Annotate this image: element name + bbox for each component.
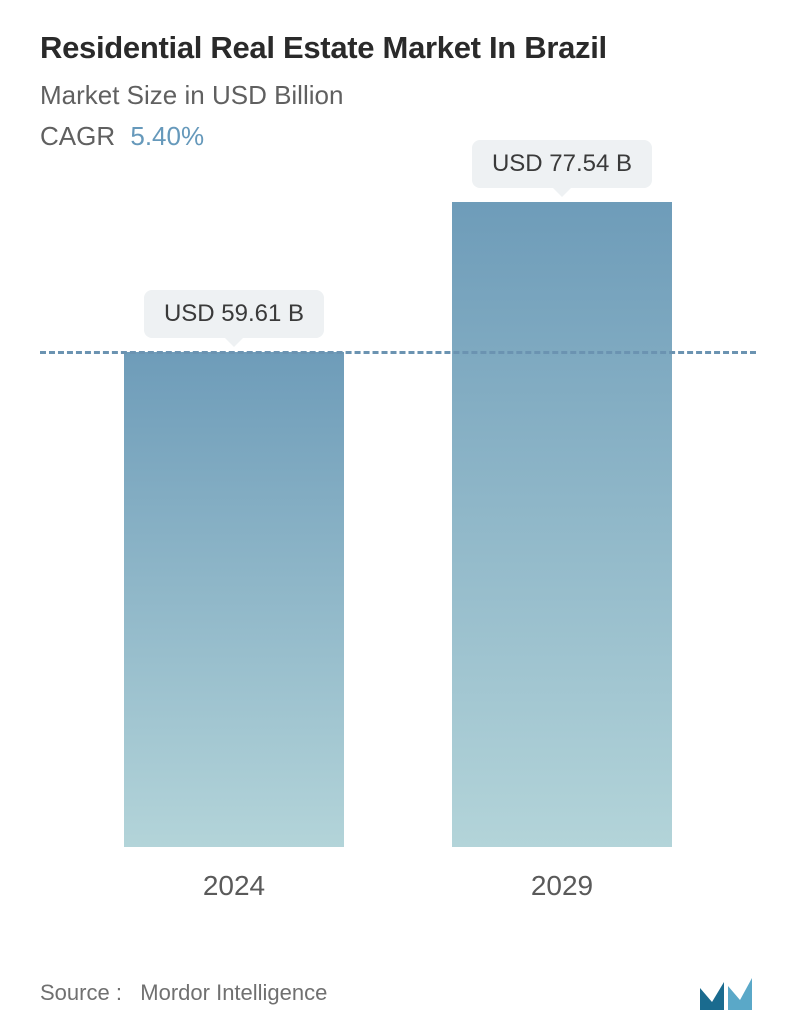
- source-text: Source : Mordor Intelligence: [40, 980, 327, 1006]
- source-name: Mordor Intelligence: [140, 980, 327, 1005]
- reference-line: [40, 351, 756, 354]
- source-label: Source :: [40, 980, 122, 1005]
- chart-plot-area: USD 59.61 BUSD 77.54 B 2024 2029: [40, 182, 756, 902]
- bar-value-badge: USD 77.54 B: [472, 140, 652, 188]
- cagr-label: CAGR: [40, 121, 115, 151]
- x-axis-label: 2029: [452, 870, 672, 902]
- chart-title: Residential Real Estate Market In Brazil: [40, 30, 756, 66]
- bar: [124, 352, 344, 848]
- bar-value-badge: USD 59.61 B: [144, 290, 324, 338]
- cagr-value: 5.40%: [130, 121, 204, 151]
- chart-subtitle: Market Size in USD Billion: [40, 80, 756, 111]
- x-axis-labels: 2024 2029: [40, 870, 756, 902]
- chart-footer: Source : Mordor Intelligence: [40, 974, 756, 1012]
- bars-wrapper: USD 59.61 BUSD 77.54 B: [40, 182, 756, 847]
- bar-group: USD 59.61 B: [124, 290, 344, 848]
- bar-group: USD 77.54 B: [452, 140, 672, 847]
- x-axis-label: 2024: [124, 870, 344, 902]
- mordor-logo-icon: [698, 974, 756, 1012]
- bar: [452, 202, 672, 847]
- chart-container: Residential Real Estate Market In Brazil…: [0, 0, 796, 1034]
